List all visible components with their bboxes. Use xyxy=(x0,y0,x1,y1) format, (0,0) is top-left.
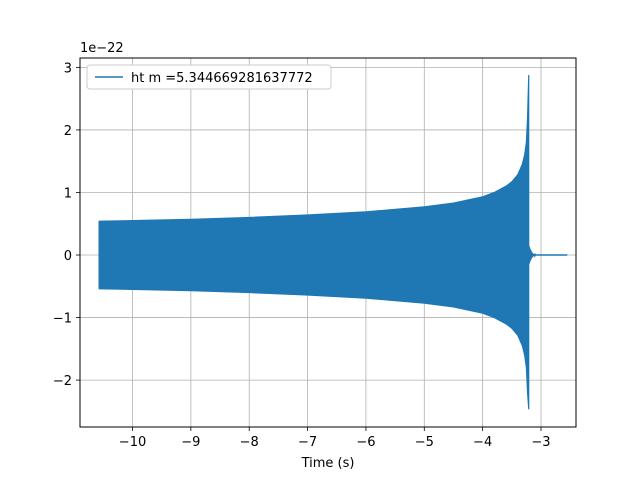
legend-box xyxy=(86,64,332,90)
plot-area xyxy=(98,74,568,410)
x-tick-label: −9 xyxy=(181,435,200,450)
y-tick-label: −1 xyxy=(53,312,72,327)
x-tick-label: −5 xyxy=(415,435,434,450)
x-tick-label: −7 xyxy=(298,435,317,450)
y-tick-label: 1 xyxy=(64,186,72,201)
y-tick-label: 3 xyxy=(64,61,72,76)
y-offset-text: 1e−22 xyxy=(80,41,124,56)
x-tick-label: −3 xyxy=(531,435,550,450)
series-envelope xyxy=(98,74,530,410)
x-tick-label: −8 xyxy=(240,435,259,450)
series-ringdown xyxy=(527,245,537,264)
legend: ht m =5.344669281637772 xyxy=(86,64,332,90)
axes-frame xyxy=(79,57,577,428)
x-tick-label: −10 xyxy=(119,435,146,450)
y-tick-label: −2 xyxy=(53,374,72,389)
x-tick-label: −6 xyxy=(356,435,375,450)
x-axis-label: Time (s) xyxy=(301,456,355,471)
x-tick-label: −4 xyxy=(473,435,492,450)
y-tick-label: 2 xyxy=(64,124,72,139)
y-tick-label: 0 xyxy=(64,249,72,264)
legend-entry-label: ht m =5.344669281637772 xyxy=(131,71,313,86)
